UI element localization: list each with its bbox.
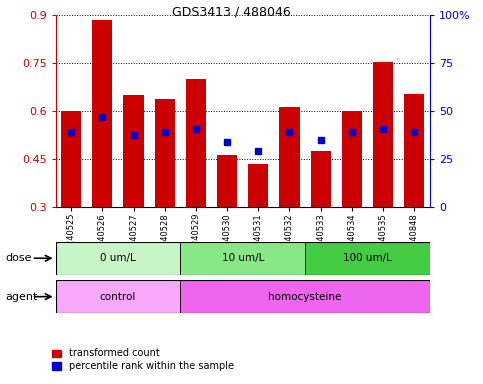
Bar bbox=[279, 106, 299, 207]
Bar bbox=[123, 95, 143, 207]
Text: 0 um/L: 0 um/L bbox=[100, 253, 136, 263]
Bar bbox=[305, 242, 430, 275]
Bar bbox=[342, 111, 362, 207]
Bar bbox=[248, 164, 269, 207]
Text: GDS3413 / 488046: GDS3413 / 488046 bbox=[172, 6, 291, 19]
Bar bbox=[373, 62, 393, 207]
Bar bbox=[56, 242, 180, 275]
Bar bbox=[404, 94, 425, 207]
Text: 100 um/L: 100 um/L bbox=[343, 253, 392, 263]
Bar bbox=[186, 79, 206, 207]
Bar bbox=[92, 20, 113, 207]
Bar bbox=[155, 99, 175, 207]
Bar bbox=[311, 151, 331, 207]
Bar bbox=[180, 280, 430, 313]
Bar bbox=[61, 111, 81, 207]
Text: dose: dose bbox=[6, 253, 32, 263]
Text: agent: agent bbox=[6, 291, 38, 302]
Bar bbox=[180, 242, 305, 275]
Text: 10 um/L: 10 um/L bbox=[222, 253, 264, 263]
Bar bbox=[217, 154, 237, 207]
Bar bbox=[56, 280, 180, 313]
Text: control: control bbox=[100, 291, 136, 302]
Text: homocysteine: homocysteine bbox=[269, 291, 342, 302]
Legend: transformed count, percentile rank within the sample: transformed count, percentile rank withi… bbox=[48, 344, 238, 375]
